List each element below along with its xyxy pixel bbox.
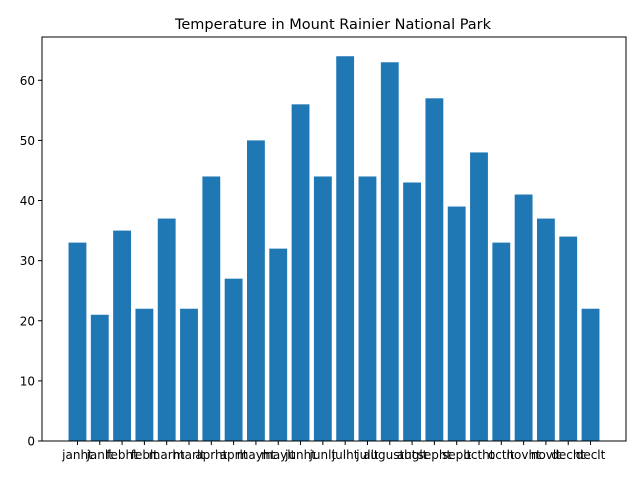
- x-tick-label: junlt: [309, 448, 337, 462]
- x-tick-label: auglt: [397, 448, 428, 462]
- y-tick-label: 10: [20, 374, 35, 388]
- x-tick-label: decht: [551, 448, 585, 462]
- x-tick-label: maylt: [261, 448, 295, 462]
- bars-group: [68, 56, 600, 442]
- bar-julht: [336, 56, 355, 441]
- x-tick-label: janlt: [86, 448, 114, 462]
- bar-jullt: [358, 176, 377, 441]
- bar-junht: [291, 104, 310, 441]
- bar-novlt: [536, 218, 555, 441]
- bar-aprht: [202, 176, 221, 441]
- x-tick-label: octlt: [488, 448, 515, 462]
- y-tick-label: 20: [20, 314, 35, 328]
- bar-marlt: [180, 308, 198, 441]
- bar-janht: [68, 242, 87, 441]
- bar-octlt: [492, 242, 511, 441]
- x-tick-label: novlt: [531, 448, 561, 462]
- x-tick-label: janht: [61, 448, 93, 462]
- bar-augustht: [380, 62, 399, 441]
- bar-marht: [157, 218, 176, 441]
- bar-maylt: [269, 248, 288, 441]
- x-tick-label: aprht: [195, 448, 227, 462]
- x-tick-label: octht: [464, 448, 495, 462]
- x-tick-label: declt: [576, 448, 606, 462]
- x-tick-label: aprlt: [220, 448, 248, 462]
- x-tick-label: jullt: [355, 448, 379, 462]
- chart-title: Temperature in Mount Rainier National Pa…: [174, 17, 492, 33]
- bar-febht: [113, 230, 132, 441]
- y-tick-label: 50: [20, 134, 35, 148]
- y-tick-label: 30: [20, 254, 35, 268]
- x-tick-label: augustht: [363, 448, 417, 462]
- x-tick-label: feblt: [131, 448, 159, 462]
- bar-auglt: [403, 182, 421, 441]
- bar-octht: [470, 152, 488, 441]
- x-tick-label: marht: [149, 448, 185, 462]
- bar-aprlt: [224, 278, 243, 441]
- y-tick-label: 60: [20, 74, 35, 88]
- x-tick-label: mayht: [237, 448, 276, 462]
- x-tick-label: febht: [106, 448, 138, 462]
- x-tick-label: sepht: [418, 448, 452, 462]
- x-tick-label: novht: [506, 448, 541, 462]
- bar-janlt: [90, 314, 109, 441]
- bar-feblt: [135, 308, 154, 441]
- bar-seplt: [447, 206, 466, 441]
- bar-novht: [514, 194, 533, 441]
- y-axis: 0 10 20 30 40 50 60: [20, 74, 42, 449]
- bar-decht: [559, 236, 578, 441]
- bar-mayht: [247, 140, 265, 441]
- y-tick-label: 0: [27, 435, 35, 449]
- bar-junlt: [313, 176, 332, 441]
- x-tick-label: junht: [284, 448, 316, 462]
- x-tick-label: seplt: [442, 448, 472, 462]
- x-axis: janhtjanltfebhtfebltmarhtmarltaprhtaprlt…: [61, 441, 606, 462]
- x-tick-label: julht: [331, 448, 359, 462]
- bar-declt: [581, 308, 600, 441]
- x-tick-label: marlt: [173, 448, 205, 462]
- plot-frame: [41, 36, 627, 442]
- y-tick-label: 40: [20, 194, 35, 208]
- bar-sepht: [425, 98, 444, 442]
